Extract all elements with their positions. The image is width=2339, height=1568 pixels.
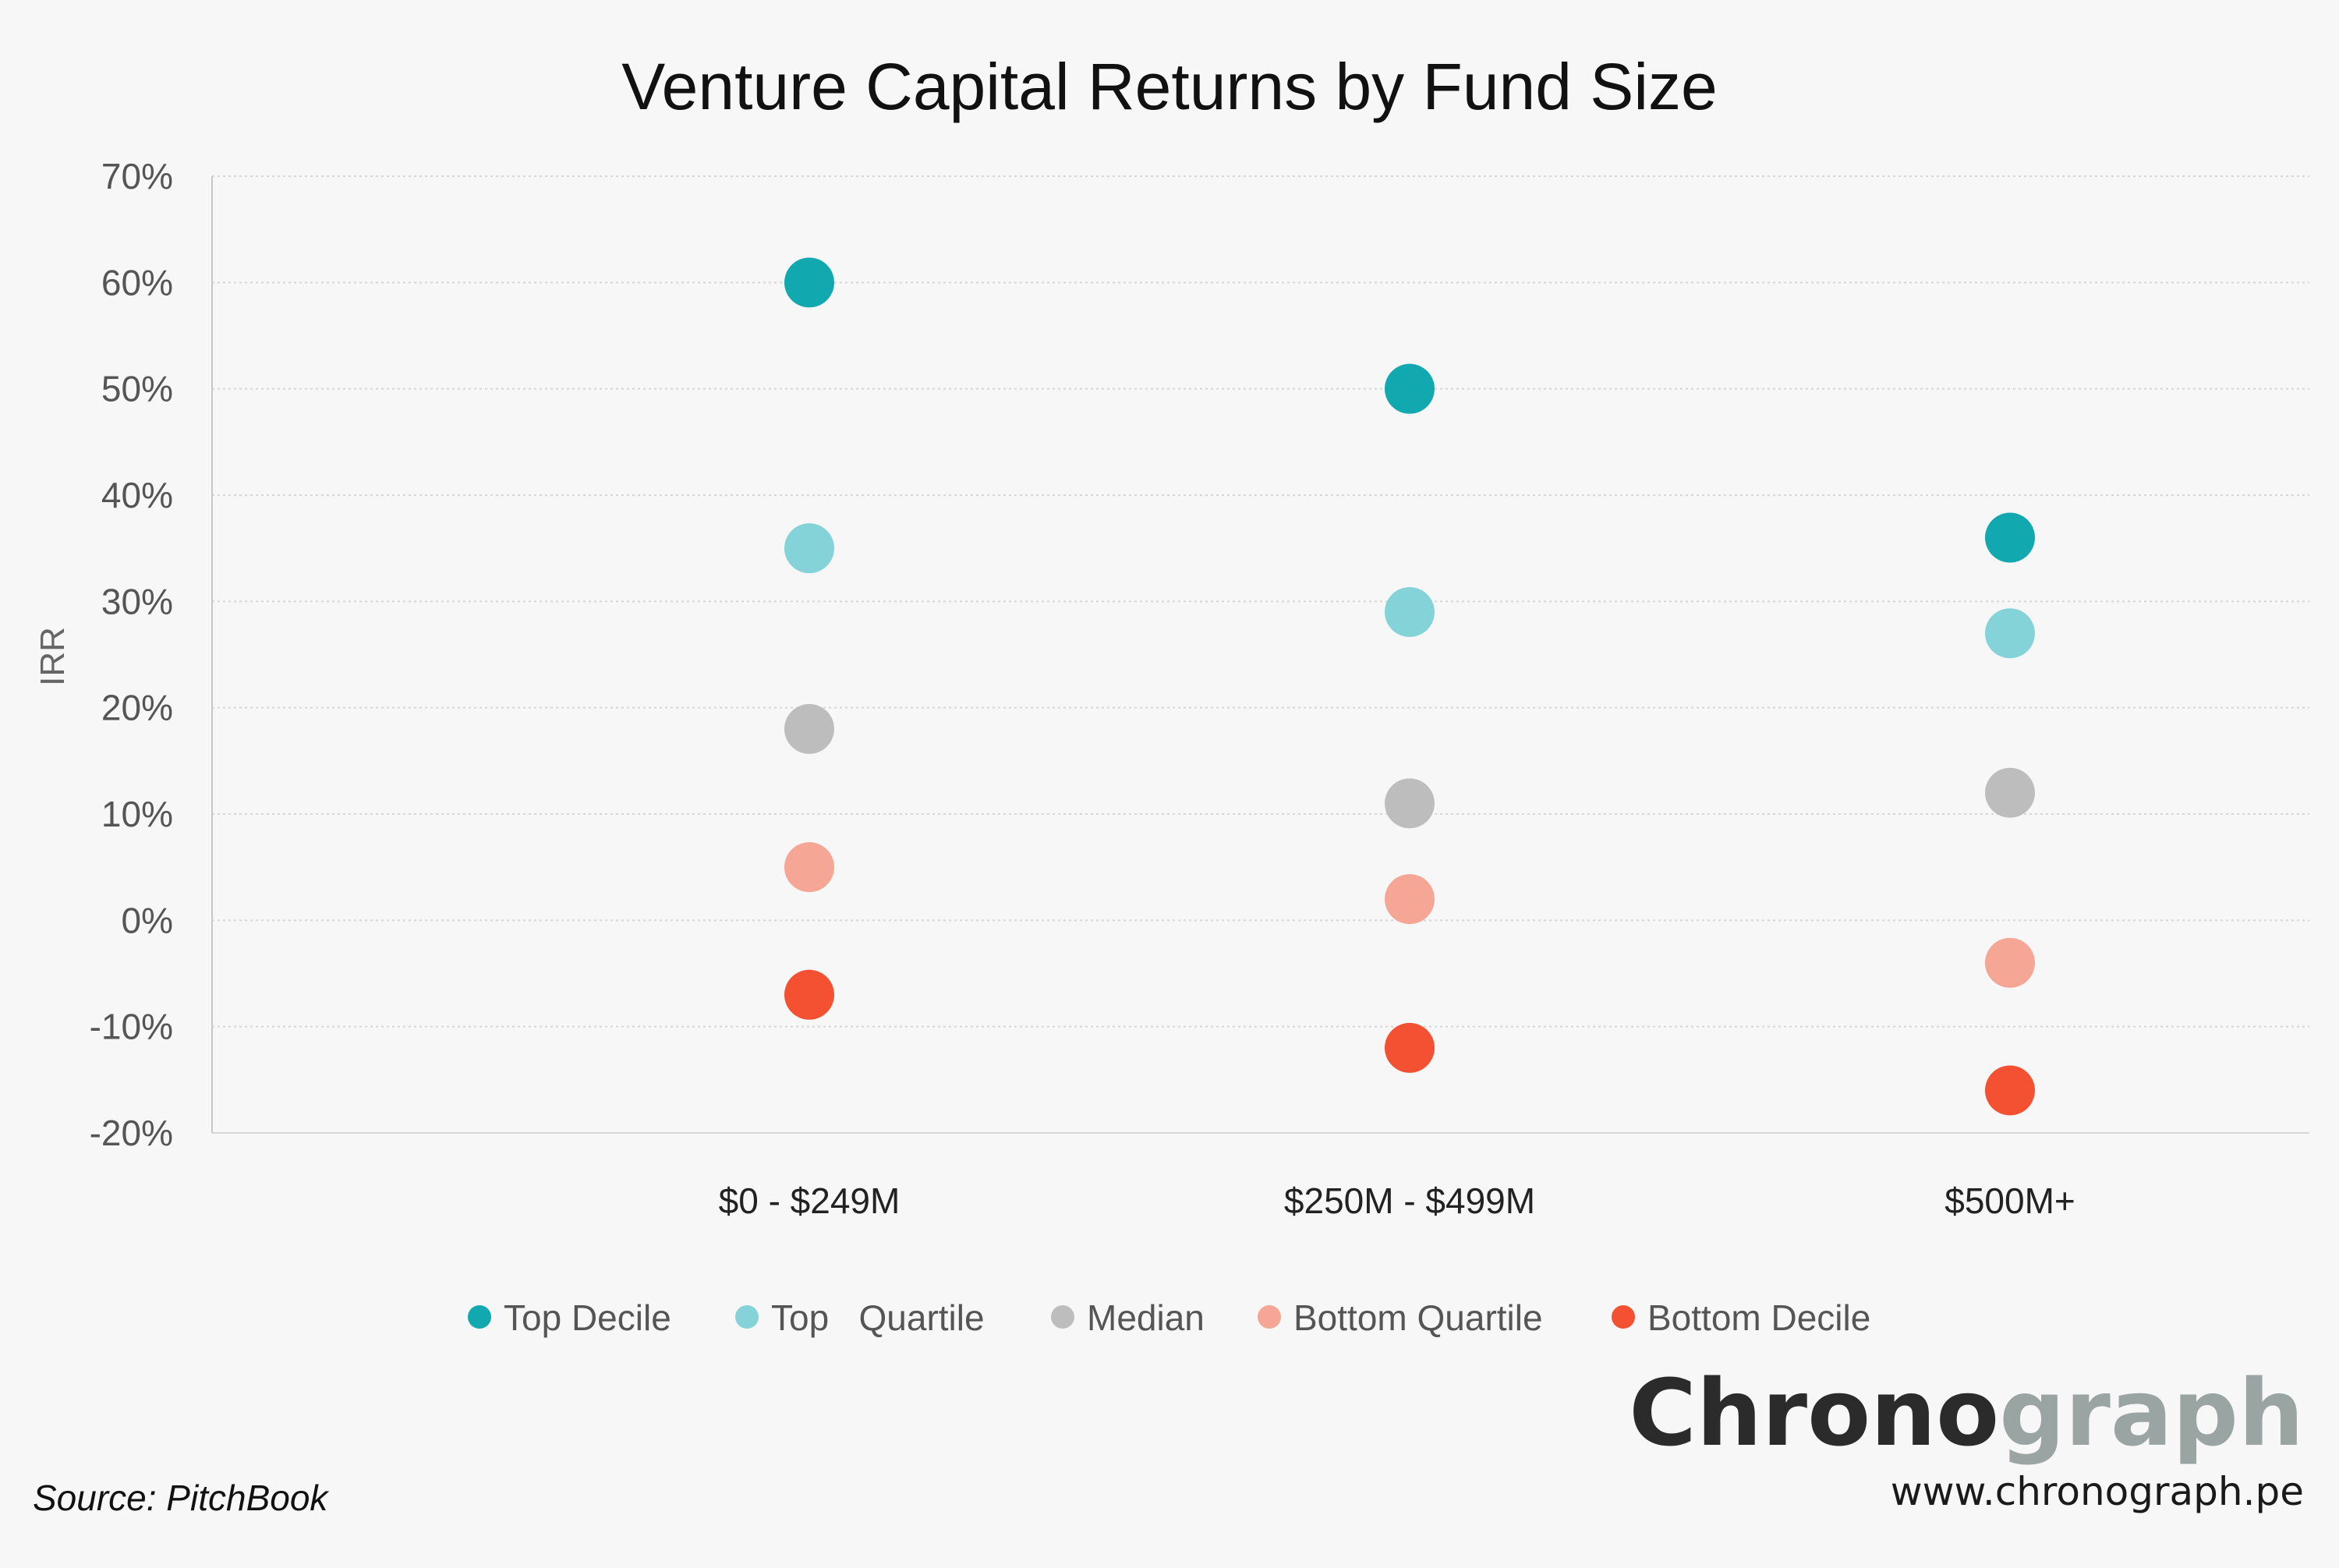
x-category-label: $500M+ — [1944, 1180, 2075, 1221]
legend-marker — [1051, 1305, 1074, 1329]
data-point — [1985, 608, 2035, 659]
data-points — [784, 257, 2035, 1116]
y-tick-label: 10% — [101, 794, 173, 834]
data-point — [1385, 586, 1435, 637]
data-point — [1985, 767, 2035, 818]
data-point — [784, 523, 834, 574]
y-tick-label: 60% — [101, 262, 173, 303]
y-tick-label: 40% — [101, 475, 173, 515]
data-point — [1985, 512, 2035, 563]
y-tick-label: 30% — [101, 581, 173, 621]
website-url: www.chronograph.pe — [1891, 1469, 2304, 1514]
y-tick-label: 70% — [101, 156, 173, 196]
legend-item: Bottom Decile — [1612, 1297, 1870, 1338]
legend-marker — [468, 1305, 491, 1329]
legend-marker — [735, 1305, 759, 1329]
legend-item: Top Decile — [468, 1297, 671, 1338]
data-point — [784, 842, 834, 893]
legend: Top Decile Top Quartile Median Bottom Quart… — [468, 1297, 1870, 1338]
data-point — [1385, 874, 1435, 925]
logo-part-graph: graph — [1999, 1359, 2304, 1467]
legend-label: Bottom Decile — [1647, 1297, 1870, 1338]
data-point — [784, 969, 834, 1020]
legend-marker — [1612, 1305, 1635, 1329]
legend-item: Median — [1051, 1297, 1205, 1338]
data-point — [1985, 1065, 2035, 1116]
data-point — [1985, 937, 2035, 988]
logo-part-chrono: Chrono — [1629, 1359, 1999, 1467]
x-category-label: $0 - $249M — [719, 1180, 901, 1221]
x-category-label: $250M - $499M — [1284, 1180, 1535, 1221]
y-axis-label: IRR — [34, 627, 72, 686]
data-point — [1385, 778, 1435, 829]
y-tick-label: 50% — [101, 369, 173, 409]
data-point — [784, 257, 834, 308]
y-tick-label: -10% — [90, 1007, 173, 1047]
gridlines — [212, 175, 2309, 1134]
legend-item: Top Quartile — [735, 1297, 985, 1338]
y-tick-label: 0% — [122, 900, 173, 940]
y-tick-label: -20% — [90, 1113, 173, 1153]
x-axis-categories: $0 - $249M $250M - $499M $500M+ — [719, 1180, 2075, 1221]
legend-label: Top Decile — [504, 1297, 671, 1338]
y-tick-label: 20% — [101, 688, 173, 728]
source-note: Source: PitchBook — [33, 1478, 329, 1518]
chronograph-logo: Chronograph — [1629, 1359, 2304, 1467]
y-axis-ticks: -20% -10% 0% 10% 20% 30% 40% 50% 60% 70% — [90, 156, 173, 1153]
data-point — [1385, 363, 1435, 414]
legend-label: Bottom Quartile — [1293, 1297, 1543, 1338]
data-point — [784, 703, 834, 754]
data-point — [1385, 1022, 1435, 1073]
legend-marker — [1258, 1305, 1281, 1329]
legend-label: Top Quartile — [771, 1297, 985, 1338]
chart-title: Venture Capital Returns by Fund Size — [621, 50, 1717, 123]
legend-item: Bottom Quartile — [1258, 1297, 1543, 1338]
legend-label: Median — [1087, 1297, 1205, 1338]
